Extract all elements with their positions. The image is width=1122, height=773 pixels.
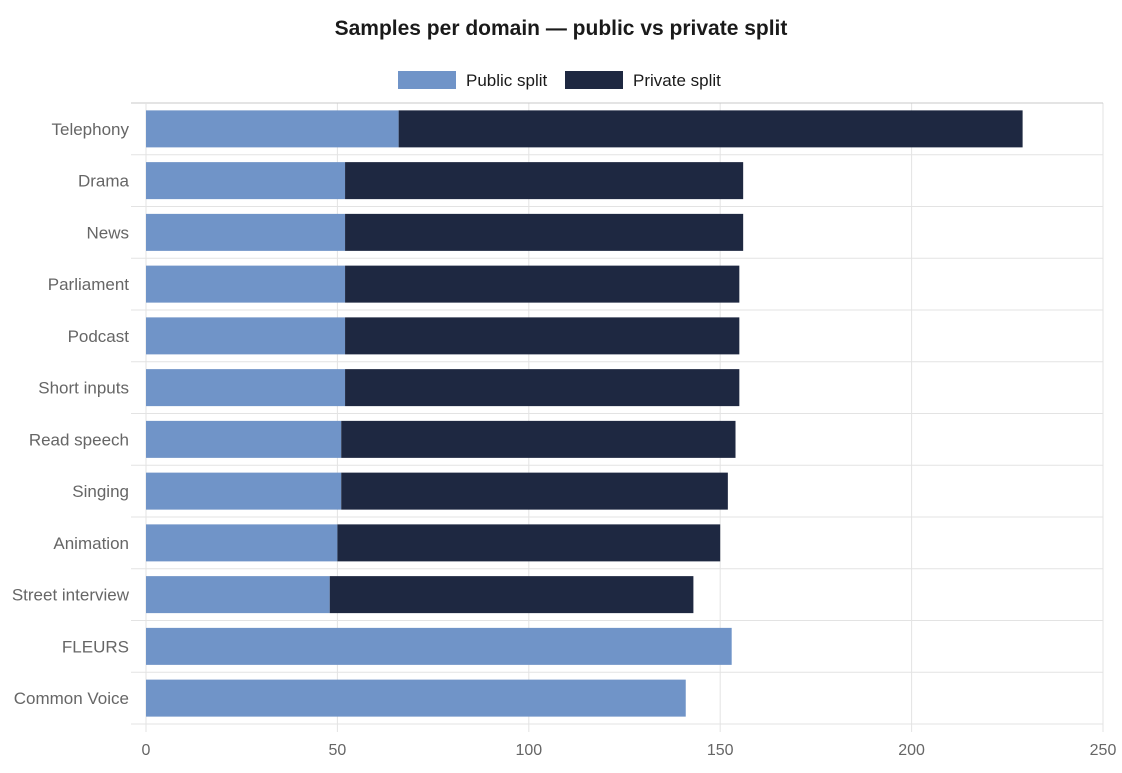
bar-public-street-interview xyxy=(146,576,330,614)
y-tick-label: Podcast xyxy=(68,327,130,346)
bar-public-drama xyxy=(146,162,346,200)
bar-public-singing xyxy=(146,472,342,510)
bar-private-podcast xyxy=(345,317,740,355)
chart-title: Samples per domain — public vs private s… xyxy=(335,17,788,40)
x-tick-label: 200 xyxy=(898,742,925,759)
y-tick-label: Drama xyxy=(78,172,130,191)
grid xyxy=(131,102,1104,732)
bar-public-fleurs xyxy=(146,627,732,665)
y-tick-label: FLEURS xyxy=(62,637,129,656)
y-axis: Telephony Drama News Parliament Podcast Short… xyxy=(12,120,130,708)
bar-private-short-inputs xyxy=(345,369,740,407)
bar-public-telephony xyxy=(146,110,399,148)
y-tick-label: Telephony xyxy=(51,120,129,139)
x-tick-label: 250 xyxy=(1090,742,1117,759)
bar-private-news xyxy=(345,213,744,251)
legend-label: Private split xyxy=(633,71,721,90)
bar-public-animation xyxy=(146,524,338,562)
y-tick-label: Animation xyxy=(53,534,129,553)
x-tick-label: 150 xyxy=(707,742,734,759)
bar-public-parliament xyxy=(146,265,346,303)
y-tick-label: Common Voice xyxy=(14,689,129,708)
bar-private-singing xyxy=(341,472,728,510)
legend-swatch xyxy=(565,71,623,89)
x-tick-label: 50 xyxy=(329,742,347,759)
y-tick-label: Singing xyxy=(72,482,129,501)
bar-public-podcast xyxy=(146,317,346,355)
x-tick-label: 100 xyxy=(515,742,542,759)
bar-private-parliament xyxy=(345,265,740,303)
y-tick-label: Street interview xyxy=(12,586,130,605)
bar-public-news xyxy=(146,213,346,251)
bar-public-short-inputs xyxy=(146,369,346,407)
legend-label: Public split xyxy=(466,71,548,90)
bar-private-animation xyxy=(337,524,721,562)
bar-private-read-speech xyxy=(341,420,736,458)
y-tick-label: Read speech xyxy=(29,430,129,449)
y-tick-label: Short inputs xyxy=(38,379,129,398)
bar-private-drama xyxy=(345,162,744,200)
x-axis: 0 50 100 150 200 250 xyxy=(142,742,1117,759)
legend: Public split Private split xyxy=(398,71,721,90)
legend-swatch xyxy=(398,71,456,89)
bars xyxy=(146,110,1023,717)
bar-public-read-speech xyxy=(146,420,342,458)
x-tick-label: 0 xyxy=(142,742,151,759)
y-tick-label: News xyxy=(86,223,129,242)
y-tick-label: Parliament xyxy=(48,275,130,294)
bar-private-telephony xyxy=(398,110,1023,148)
bar-public-common-voice xyxy=(146,679,686,717)
bar-private-street-interview xyxy=(329,576,694,614)
